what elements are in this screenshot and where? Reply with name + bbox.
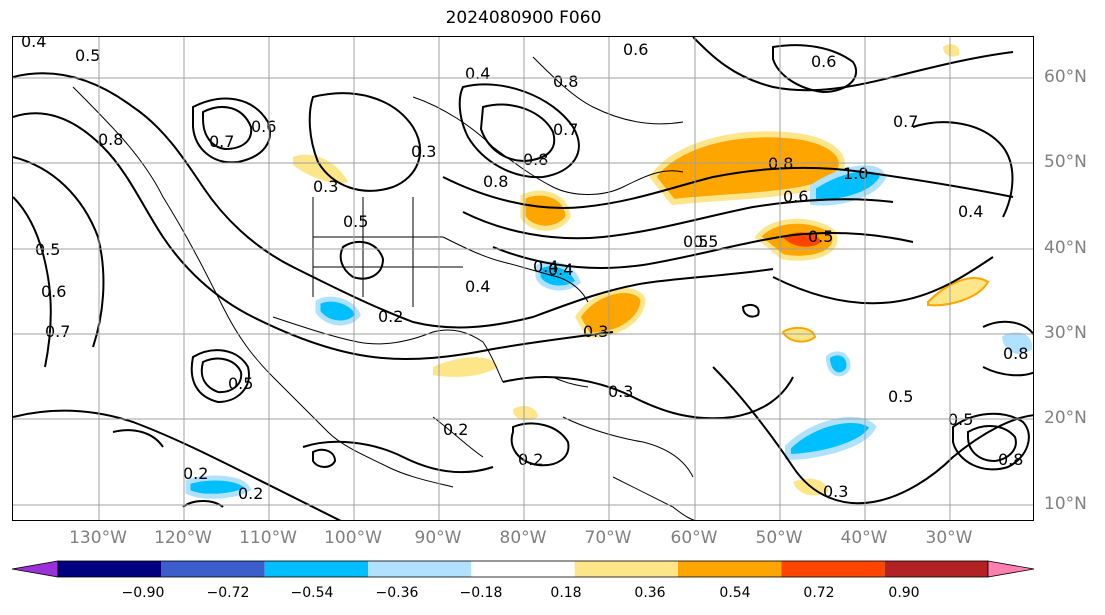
colorbar-segment xyxy=(368,561,472,577)
contour-label: 0.7 xyxy=(893,112,918,131)
lat-label-60n: 60°N xyxy=(1044,67,1087,87)
contour-label: 0.4 xyxy=(533,257,558,276)
contour-label: 0.5 xyxy=(228,374,253,393)
contour-label: 0.8 xyxy=(523,150,548,169)
shade-yellow-cuba xyxy=(513,406,538,421)
contour-label: 0.5 xyxy=(808,227,833,246)
contour-label: 0.6 xyxy=(623,40,648,59)
shade-yellow-plains xyxy=(293,154,348,184)
contour-label: 0.5 xyxy=(888,387,913,406)
shade-orange-newfoundland xyxy=(649,131,845,206)
contour-label: 0.2 xyxy=(238,484,263,503)
contour-label: 0.4 xyxy=(21,37,46,51)
contour-label: 0.5 xyxy=(343,212,368,231)
lon-label-60w: 60°W xyxy=(670,528,718,548)
colorbar-extend-high xyxy=(987,560,1035,578)
contour-label: 0.8 xyxy=(98,130,123,149)
contour-label: 0.3 xyxy=(411,142,436,161)
lat-label-50n: 50°N xyxy=(1044,152,1087,172)
contour-lines xyxy=(13,37,1033,520)
colorbar-segment xyxy=(58,561,162,577)
shade-blue-atlantic-south xyxy=(785,417,877,461)
contour-label: 0.6 xyxy=(783,187,808,206)
colorbar-tick: −0.90 xyxy=(121,585,165,601)
contour-label: 0.7 xyxy=(209,132,234,151)
lon-label-30w: 30°W xyxy=(925,528,973,548)
lat-label-20n: 20°N xyxy=(1044,408,1087,428)
contour-label: 0.5 xyxy=(75,46,100,65)
lat-lon-grid xyxy=(13,37,1033,520)
contour-label: 0.4 xyxy=(958,202,983,221)
shade-yellow-mid-atlantic xyxy=(781,326,817,343)
contour-label: 0.3 xyxy=(608,382,633,401)
lon-label-110w: 110°W xyxy=(239,528,297,548)
contour-label: 0.2 xyxy=(443,420,468,439)
shade-blue-pacific xyxy=(185,475,252,499)
lon-label-50w: 50°W xyxy=(755,528,803,548)
contour-label: 0.5 xyxy=(693,232,718,251)
colorbar-segment xyxy=(678,561,782,577)
colorbar-tick: −0.18 xyxy=(459,585,503,601)
colorbar-extend-low xyxy=(11,560,59,578)
contour-label: 0.6 xyxy=(41,282,66,301)
lon-label-120w: 120°W xyxy=(154,528,212,548)
contour-label: 0.4 xyxy=(465,64,490,83)
colorbar-tick: −0.72 xyxy=(206,585,250,601)
lat-label-40n: 40°N xyxy=(1044,238,1087,258)
lat-label-10n: 10°N xyxy=(1044,494,1087,514)
contour-label: 0.8 xyxy=(1003,344,1028,363)
map-title: 2024080900 F060 xyxy=(445,8,602,28)
contour-label: 0.2 xyxy=(183,464,208,483)
shade-blue-central-atlantic xyxy=(825,351,851,377)
shade-blue-gulf xyxy=(315,296,361,326)
coastlines xyxy=(72,56,695,520)
contour-label: 0.2 xyxy=(378,307,403,326)
lon-label-80w: 80°W xyxy=(499,528,547,548)
contour-label: 0.6 xyxy=(811,52,836,71)
contour-label: 0.4 xyxy=(548,260,573,279)
colorbar-segment xyxy=(884,561,988,577)
colorbar-tick: 0.36 xyxy=(634,585,666,601)
lon-label-70w: 70°W xyxy=(584,528,632,548)
lon-label-100w: 100°W xyxy=(324,528,382,548)
colorbar-tick: −0.36 xyxy=(375,585,419,601)
shade-yellow-caribbean xyxy=(433,357,498,377)
shaded-anomaly-regions xyxy=(185,44,1033,499)
contour-label: 0.3 xyxy=(583,322,608,341)
lon-label-130w: 130°W xyxy=(69,528,127,548)
shade-yellow-east-atlantic xyxy=(927,277,990,307)
colorbar-segment xyxy=(471,561,575,577)
contour-label: 0.8 xyxy=(553,72,578,91)
colorbar-tick: 0.90 xyxy=(888,585,920,601)
shade-yellow-greenland xyxy=(943,44,960,57)
colorbar-tick: 0.18 xyxy=(550,585,582,601)
lon-label-90w: 90°W xyxy=(414,528,462,548)
shade-orange-great-lakes xyxy=(520,190,571,231)
lon-label-40w: 40°W xyxy=(840,528,888,548)
colorbar-segment xyxy=(781,561,885,577)
colorbar xyxy=(11,560,1035,578)
contour-label: 0.2 xyxy=(518,450,543,469)
colorbar-tick: −0.54 xyxy=(290,585,334,601)
map-panel: 0.4 0.5 0.7 0.6 0.8 0.4 0.6 0.8 0.3 0.4 … xyxy=(12,36,1034,521)
colorbar-segment xyxy=(161,561,265,577)
contour-label-group: 0.4 0.5 0.7 0.6 0.8 0.4 0.6 0.8 0.3 0.4 … xyxy=(21,37,1028,503)
contour-label: 0.3 xyxy=(823,482,848,501)
lat-label-30n: 30°N xyxy=(1044,323,1087,343)
contour-label: 1.0 xyxy=(843,164,868,183)
contour-label: 0.7 xyxy=(45,322,70,341)
colorbar-segment xyxy=(264,561,368,577)
contour-label: 0.6 xyxy=(251,117,276,136)
contour-label: 0.4 xyxy=(465,277,490,296)
colorbar-tick: 0.72 xyxy=(803,585,835,601)
colorbar-segment xyxy=(574,561,678,577)
contour-label: 0.8 xyxy=(483,172,508,191)
contour-label: 0.8 xyxy=(998,450,1023,469)
contour-label: 0.7 xyxy=(553,120,578,139)
contour-label: 0.3 xyxy=(313,177,338,196)
forecast-map: 0.4 0.5 0.7 0.6 0.8 0.4 0.6 0.8 0.3 0.4 … xyxy=(13,37,1033,520)
colorbar-tick: 0.54 xyxy=(719,585,751,601)
contour-label: 0.5 xyxy=(683,232,708,251)
